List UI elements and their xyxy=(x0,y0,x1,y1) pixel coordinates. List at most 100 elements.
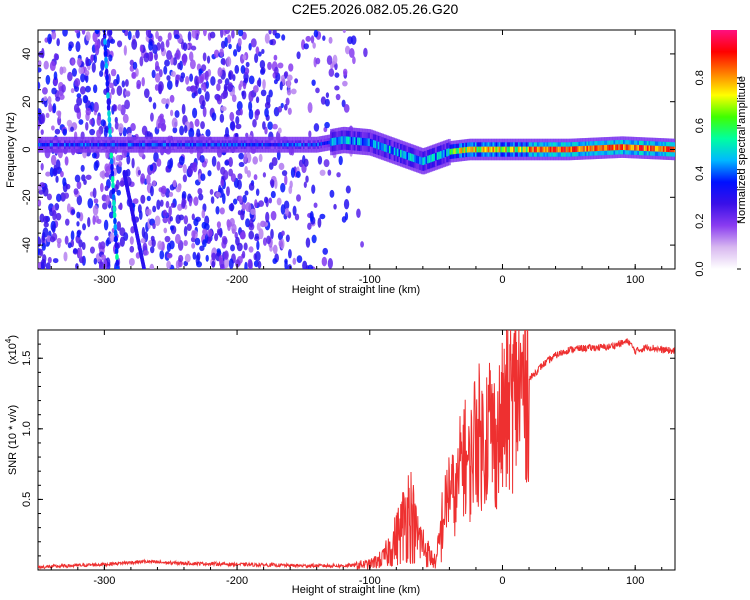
heatmap-ridge-core xyxy=(347,136,351,145)
heatmap-speckle xyxy=(122,113,129,124)
heatmap-speckle xyxy=(178,155,185,166)
heatmap-speckle xyxy=(226,56,232,67)
heatmap-speckle xyxy=(112,104,117,112)
heatmap-streak-cell xyxy=(110,169,115,177)
heatmap-speckle xyxy=(215,205,220,215)
heatmap-ridge-core xyxy=(384,144,388,152)
heatmap-ridge-core xyxy=(441,150,445,159)
heatmap-ridge-core xyxy=(256,142,260,147)
heatmap-speckle xyxy=(82,223,87,231)
heatmap-streak-cell xyxy=(109,157,114,165)
heatmap-ridge-core xyxy=(462,147,466,154)
heatmap-speckle xyxy=(245,202,252,213)
heatmap-speckle xyxy=(168,191,174,197)
heatmap-ridge-core xyxy=(495,146,499,153)
heatmap-speckle xyxy=(342,80,348,87)
heatmap-speckle xyxy=(61,84,66,93)
heatmap-streak-cell xyxy=(106,92,110,100)
heatmap-ridge-core xyxy=(648,145,652,152)
heatmap-ridge-core xyxy=(49,142,53,147)
heatmap-ridge-core xyxy=(537,146,541,153)
heatmap-speckle xyxy=(348,48,355,58)
heatmap-speckle xyxy=(116,85,123,97)
heatmap-ridge-core xyxy=(342,136,346,144)
heatmap-speckle xyxy=(204,70,209,82)
heatmap-ridge-core xyxy=(572,146,576,153)
heatmap-speckle xyxy=(80,164,85,172)
heatmap-ridge-core xyxy=(353,137,357,145)
heatmap-ridge-core xyxy=(352,137,356,145)
heatmap-speckle xyxy=(200,121,205,130)
heatmap-speckle xyxy=(271,156,278,167)
heatmap-speckle xyxy=(51,87,57,95)
heatmap-speckle xyxy=(202,30,207,37)
heatmap-ridge-core xyxy=(436,152,440,160)
heatmap-ridge-core xyxy=(404,151,408,160)
heatmap-speckle xyxy=(139,44,144,53)
heatmap-speckle xyxy=(311,184,316,194)
heatmap-ridge-core xyxy=(545,146,549,153)
heatmap-speckle xyxy=(193,218,199,227)
heatmap-speckle xyxy=(76,181,82,190)
heatmap-speckle xyxy=(241,90,247,100)
heatmap-marks xyxy=(38,30,675,269)
heatmap-ridge-core xyxy=(583,145,587,152)
heatmap-speckle xyxy=(206,229,213,237)
heatmap-speckle xyxy=(130,226,135,234)
heatmap-speckle xyxy=(38,67,42,73)
heatmap-ridge-core xyxy=(221,142,225,147)
heatmap-speckle xyxy=(272,244,278,255)
heatmap-speckle xyxy=(237,37,242,47)
heatmap-speckle xyxy=(78,119,84,125)
heatmap-speckle xyxy=(228,258,234,269)
chart-title: C2E5.2026.082.05.26.G20 xyxy=(292,1,459,17)
heatmap-speckle xyxy=(100,241,106,250)
heatmap-ridge-core xyxy=(423,156,427,165)
heatmap-speckle xyxy=(94,44,100,56)
heatmap-ridge-core xyxy=(224,142,228,147)
heatmap-speckle xyxy=(152,102,157,110)
heatmap-speckle xyxy=(53,53,58,61)
heatmap-ridge-core xyxy=(68,142,72,147)
heatmap-speckle xyxy=(313,123,320,132)
heatmap-speckle xyxy=(78,66,84,75)
heatmap-speckle xyxy=(76,58,82,67)
heatmap-ridge-core xyxy=(400,149,404,158)
heatmap-ridge-core xyxy=(287,142,291,147)
heatmap-ridge-core xyxy=(465,146,469,153)
heatmap-speckle xyxy=(59,66,64,75)
heatmap-ridge-core xyxy=(334,137,338,146)
heatmap-ridge-core xyxy=(666,146,670,153)
heatmap-ridge-core xyxy=(237,142,241,147)
heatmap-ridge-core xyxy=(290,142,294,147)
heatmap-speckle xyxy=(92,31,98,43)
heatmap-ridge-core xyxy=(482,146,486,153)
heatmap-speckle xyxy=(290,167,296,178)
heatmap-ridge-core xyxy=(188,142,192,147)
heatmap-ridge-core xyxy=(457,147,461,154)
heatmap-speckle xyxy=(92,205,99,216)
heatmap-ridge-core xyxy=(489,146,493,153)
heatmap-speckle xyxy=(290,88,297,95)
heatmap-streak-cell xyxy=(107,110,111,118)
heatmap-ridge-core xyxy=(623,144,627,151)
heatmap-ridge-core xyxy=(244,142,248,147)
heatmap-speckle xyxy=(72,248,78,254)
heatmap-speckle xyxy=(237,30,244,37)
heatmap-speckle xyxy=(165,200,170,209)
heatmap-ridge-core xyxy=(387,145,391,153)
heatmap-speckle xyxy=(319,213,326,220)
heatmap-speckle xyxy=(100,60,105,71)
heatmap-ridge-core xyxy=(314,142,318,147)
heatmap-ridge-core xyxy=(519,146,523,153)
heatmap-ridge-core xyxy=(613,144,617,151)
heatmap-ridge-core xyxy=(411,153,415,162)
heatmap-speckle xyxy=(274,178,278,189)
heatmap-speckle xyxy=(303,43,309,50)
heatmap-speckle xyxy=(143,52,150,63)
heatmap-speckle xyxy=(99,182,104,193)
heatmap-ridge-core xyxy=(173,142,177,147)
heatmap-ridge-core xyxy=(401,150,405,159)
heatmap-ridge-core xyxy=(315,142,319,147)
heatmap-ridge-core xyxy=(500,146,504,153)
